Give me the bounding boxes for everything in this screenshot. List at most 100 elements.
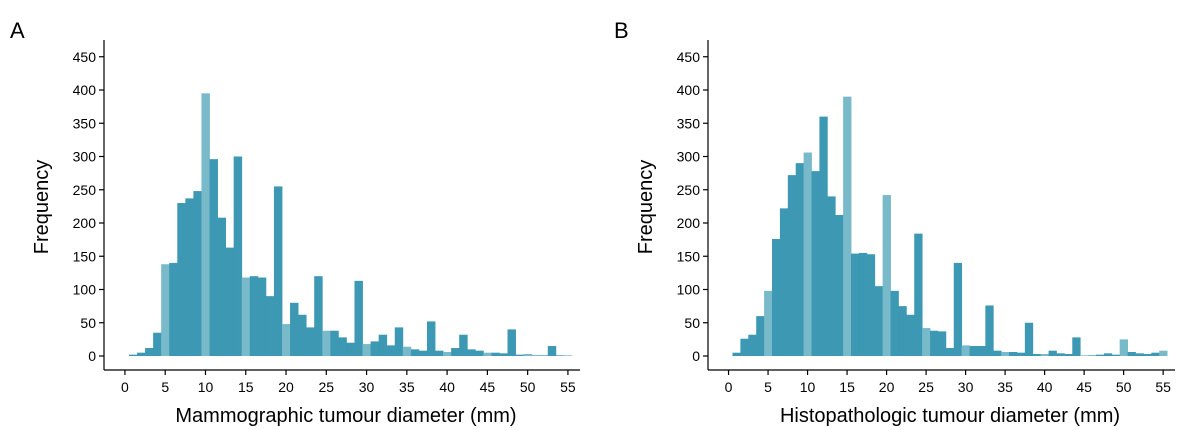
bar-a-47mm	[499, 353, 508, 356]
y-axis-title-a: Frequency	[31, 160, 53, 255]
y-tick-label-b-200: 200	[677, 215, 701, 231]
x-tick-label-b-45: 45	[1076, 379, 1092, 395]
x-tick-label-b-15: 15	[839, 379, 855, 395]
bar-a-34mm	[394, 327, 404, 356]
x-tick-label-b-10: 10	[800, 379, 816, 395]
x-axis-title-b: Histopathologic tumour diameter (mm)	[780, 405, 1120, 427]
y-tick-label-b-150: 150	[677, 248, 701, 264]
bar-b-18mm	[866, 254, 876, 356]
bar-b-17mm	[858, 252, 868, 356]
bar-b-35mm	[1001, 352, 1010, 356]
bar-b-4mm	[756, 316, 765, 356]
bar-a-25mm	[322, 330, 331, 356]
x-tick-label-b-0: 0	[725, 379, 733, 395]
ticks-group-b: 0 50 100 150 200 250 300 350 400 450 0 5 10 15 20 25 30 3…	[677, 49, 1172, 395]
bar-b-37mm	[1016, 352, 1026, 356]
bar-b-44mm	[1072, 337, 1081, 356]
bar-a-7mm	[177, 203, 186, 356]
x-tick-label-b-25: 25	[918, 379, 934, 395]
x-tick-label-a-40: 40	[439, 379, 455, 395]
bar-b-5mm	[764, 290, 773, 356]
x-tick-label-a-50: 50	[520, 379, 536, 395]
panel-letter-a: A	[10, 18, 25, 43]
bar-a-10mm	[201, 93, 210, 356]
bar-b-34mm	[993, 350, 1002, 356]
x-tick-label-a-20: 20	[278, 379, 294, 395]
bar-a-43mm	[467, 349, 476, 356]
bar-a-28mm	[346, 342, 355, 356]
bar-a-8mm	[185, 198, 194, 356]
bar-b-2mm	[740, 338, 749, 356]
bar-b-11mm	[811, 171, 820, 356]
bar-b-7mm	[779, 208, 789, 356]
bar-b-30mm	[961, 345, 970, 356]
y-tick-label-a-0: 0	[88, 348, 96, 364]
y-tick-label-a-100: 100	[73, 282, 97, 298]
x-tick-label-a-30: 30	[359, 379, 375, 395]
bar-b-55mm	[1159, 350, 1168, 356]
bar-a-30mm	[362, 344, 371, 356]
bar-a-5mm	[161, 264, 170, 356]
y-tick-label-a-350: 350	[73, 115, 97, 131]
y-tick-label-b-250: 250	[677, 182, 701, 198]
bar-b-53mm	[1143, 354, 1152, 356]
bar-a-39mm	[435, 350, 444, 356]
x-tick-label-b-30: 30	[958, 379, 974, 395]
x-tick-label-b-50: 50	[1116, 379, 1132, 395]
bar-a-33mm	[386, 345, 396, 356]
x-tick-label-a-0: 0	[121, 379, 129, 395]
bar-a-42mm	[459, 334, 468, 356]
bar-a-24mm	[314, 276, 323, 356]
bar-b-23mm	[906, 314, 915, 356]
bar-b-52mm	[1135, 353, 1144, 356]
bar-a-36mm	[410, 349, 420, 356]
bar-a-35mm	[402, 346, 412, 356]
bar-a-26mm	[330, 330, 339, 356]
bar-a-13mm	[225, 247, 235, 356]
bar-b-51mm	[1127, 352, 1136, 356]
y-axis-title-b: Frequency	[635, 160, 657, 255]
x-tick-label-b-20: 20	[879, 379, 895, 395]
bar-b-28mm	[945, 348, 955, 356]
bar-b-8mm	[787, 175, 797, 356]
bar-a-14mm	[233, 156, 243, 356]
bar-a-46mm	[491, 352, 500, 356]
bar-b-12mm	[819, 116, 828, 356]
y-tick-label-a-250: 250	[73, 182, 97, 198]
bar-a-2mm	[137, 352, 146, 356]
bar-b-32mm	[977, 346, 986, 356]
bar-b-33mm	[985, 305, 994, 356]
bar-b-20mm	[882, 195, 891, 356]
bar-b-10mm	[803, 152, 812, 356]
bar-a-44mm	[475, 350, 484, 356]
bar-a-29mm	[354, 280, 363, 356]
bar-b-49mm	[1111, 354, 1121, 356]
bar-b-14mm	[835, 215, 844, 356]
y-tick-label-b-0: 0	[692, 348, 700, 364]
bar-b-47mm	[1095, 354, 1105, 356]
bar-b-13mm	[827, 196, 836, 356]
bar-b-43mm	[1064, 354, 1073, 356]
bar-a-4mm	[153, 332, 162, 356]
x-tick-label-b-5: 5	[764, 379, 772, 395]
y-tick-label-b-50: 50	[684, 315, 700, 331]
bar-a-45mm	[483, 352, 492, 356]
y-tick-label-a-450: 450	[73, 49, 97, 65]
y-tick-label-b-450: 450	[677, 49, 701, 65]
bar-a-11mm	[209, 159, 218, 356]
bar-b-16mm	[851, 253, 860, 356]
bar-a-48mm	[507, 329, 516, 356]
x-tick-label-a-45: 45	[480, 379, 496, 395]
bar-a-15mm	[241, 277, 251, 356]
bar-b-54mm	[1151, 352, 1160, 356]
x-tick-label-a-5: 5	[161, 379, 169, 395]
bar-b-39mm	[1032, 354, 1042, 356]
bar-a-27mm	[338, 337, 347, 356]
y-tick-label-a-300: 300	[73, 149, 97, 165]
bars-group-b	[732, 96, 1168, 357]
bar-b-25mm	[922, 328, 931, 356]
bar-b-41mm	[1048, 350, 1057, 356]
bar-a-32mm	[378, 334, 388, 356]
bar-a-6mm	[169, 262, 178, 356]
bar-b-46mm	[1088, 355, 1097, 356]
